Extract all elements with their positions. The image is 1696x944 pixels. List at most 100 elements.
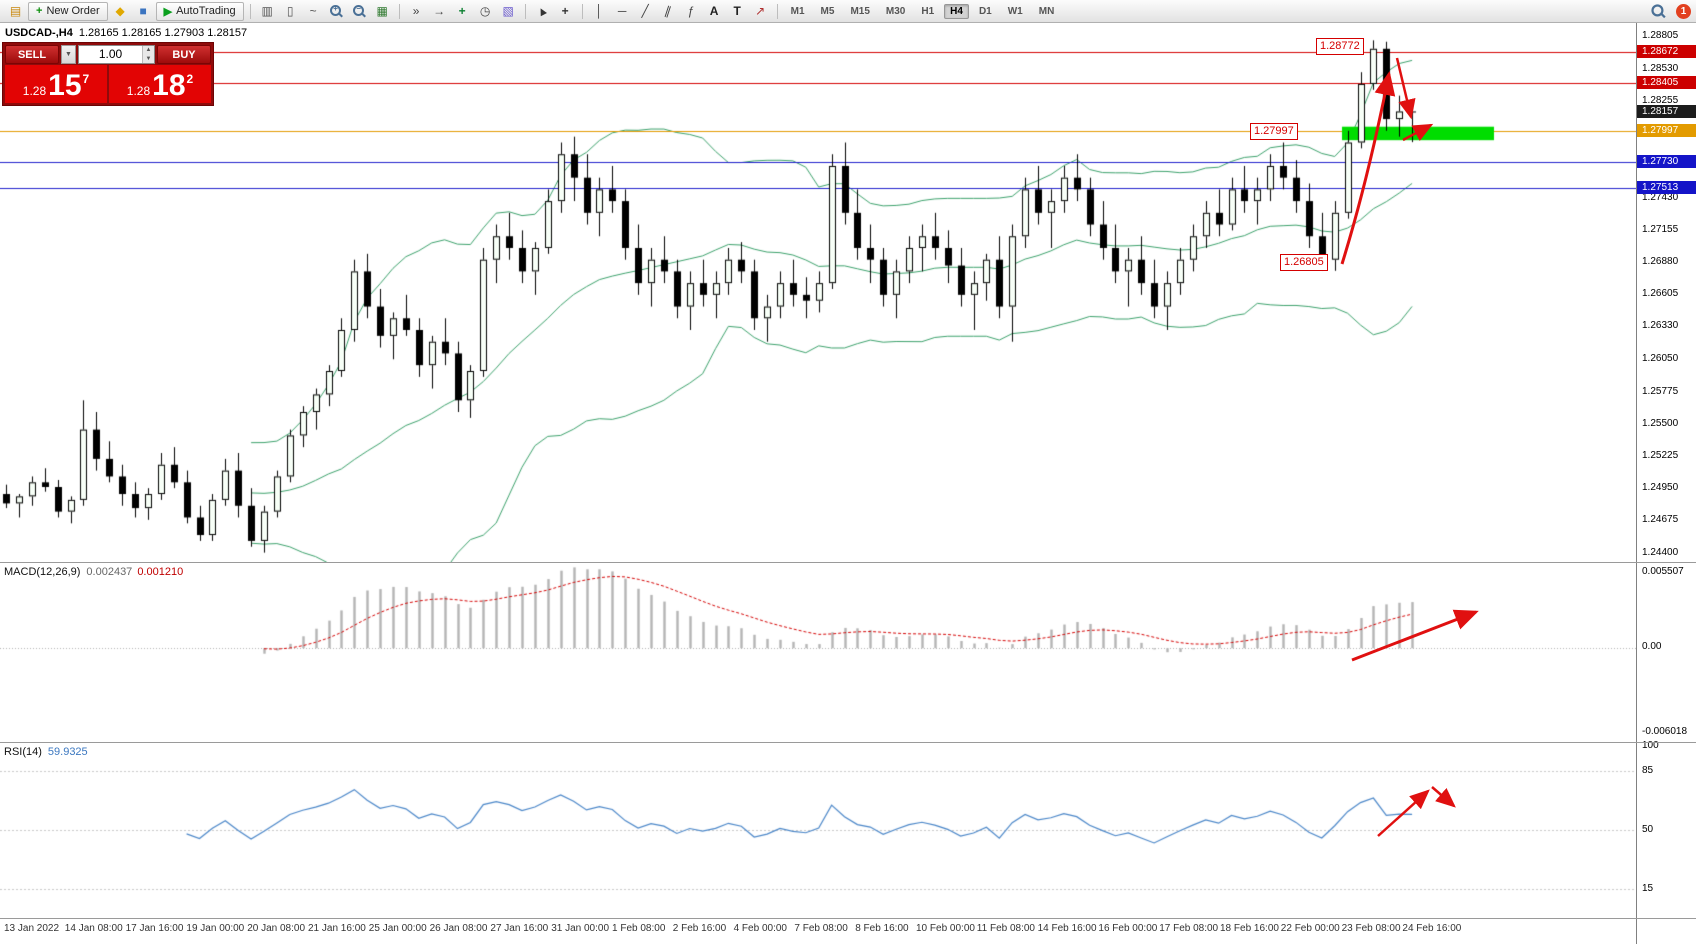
- volume-dropdown-button[interactable]: ▼: [61, 45, 76, 64]
- scale-tick: 0.005507: [1642, 566, 1684, 577]
- chart-icon[interactable]: ▤: [9, 4, 22, 18]
- price-badge: 1.28672: [1637, 45, 1696, 59]
- scale-tick: 1.25775: [1642, 385, 1679, 397]
- auto-scroll-icon[interactable]: »: [412, 4, 420, 18]
- time-label: 19 Jan 00:00: [186, 923, 245, 934]
- macd-indicator-canvas[interactable]: [0, 562, 1636, 742]
- scale-tick: 50: [1642, 824, 1654, 835]
- new-order-button[interactable]: + New Order: [28, 1, 108, 21]
- vertical-line-icon[interactable]: │: [595, 4, 603, 18]
- panel-separator[interactable]: [0, 562, 1696, 563]
- metaeditor-icon[interactable]: ◆: [115, 4, 125, 18]
- sell-button[interactable]: SELL: [5, 45, 59, 64]
- bid-price[interactable]: 1.28 15 7: [5, 65, 107, 103]
- buy-button[interactable]: BUY: [157, 45, 211, 64]
- chart-title: USDCAD-,H4 1.28165 1.28165 1.27903 1.2815…: [5, 27, 247, 39]
- main-chart-canvas[interactable]: [0, 23, 1636, 562]
- cursor-icon[interactable]: ▲: [533, 2, 551, 20]
- time-label: 14 Feb 16:00: [1037, 923, 1097, 934]
- price-annotation-label[interactable]: 1.27997: [1250, 123, 1298, 140]
- timeframe-m1[interactable]: M1: [790, 5, 805, 17]
- search-icon[interactable]: [1647, 1, 1668, 21]
- ask-price[interactable]: 1.28 18 2: [109, 65, 211, 103]
- terminal-icon[interactable]: ■: [139, 4, 147, 18]
- time-label: 27 Jan 16:00: [490, 923, 549, 934]
- time-label: 18 Feb 16:00: [1220, 923, 1279, 934]
- timeframe-m15[interactable]: M15: [850, 5, 870, 17]
- toolbar-separator: [524, 3, 526, 19]
- zoom-out-icon[interactable]: −: [349, 1, 370, 21]
- channel-icon[interactable]: ∥: [663, 3, 674, 19]
- time-label: 21 Jan 16:00: [308, 923, 366, 934]
- volume-input[interactable]: 1.00: [98, 47, 123, 61]
- periods-icon[interactable]: ◷: [479, 4, 491, 18]
- ask-big-digits: 18: [152, 69, 186, 102]
- toolbar-right: 1: [1647, 1, 1691, 21]
- new-order-icon: +: [36, 5, 43, 17]
- autotrading-icon: ▶: [163, 5, 173, 18]
- line-chart-icon[interactable]: ~: [309, 4, 317, 18]
- time-label: 23 Feb 08:00: [1341, 923, 1401, 934]
- text-icon[interactable]: A: [709, 4, 719, 18]
- horizontal-line-icon[interactable]: ─: [617, 4, 627, 18]
- autotrading-button[interactable]: ▶ AutoTrading: [155, 1, 244, 21]
- fibonacci-icon[interactable]: ƒ: [687, 4, 695, 18]
- notification-badge[interactable]: 1: [1676, 3, 1691, 19]
- price-annotation-label[interactable]: 1.28772: [1316, 38, 1364, 55]
- scale-tick: 1.28255: [1642, 94, 1679, 106]
- price-annotation-label[interactable]: 1.26805: [1280, 254, 1328, 271]
- timeframe-mn[interactable]: MN: [1038, 5, 1055, 17]
- price-scale[interactable]: 1.28805 1.28530 1.28255 1.27430 1.27155 1.268…: [1636, 23, 1696, 944]
- time-label: 7 Feb 08:00: [794, 923, 848, 934]
- rsi-indicator-canvas[interactable]: [0, 742, 1636, 918]
- time-axis[interactable]: 13 Jan 2022 14 Jan 08:00 17 Jan 16:00 19 Ja…: [0, 919, 1636, 944]
- volume-down-icon[interactable]: ▼: [143, 54, 154, 63]
- crosshair-icon[interactable]: +: [561, 4, 569, 18]
- volume-stepper: ▲ ▼: [142, 46, 154, 63]
- timeframe-d1[interactable]: D1: [978, 5, 992, 17]
- symbol-period-label: USDCAD-,H4: [5, 27, 73, 39]
- price-badge: 1.27730: [1637, 155, 1696, 169]
- chart-shift-icon[interactable]: →: [433, 4, 446, 18]
- time-label: 25 Jan 00:00: [368, 923, 427, 934]
- zoom-in-icon[interactable]: +: [326, 1, 347, 21]
- toolbar-separator: [581, 3, 583, 19]
- one-click-trading-panel: SELL ▼ 1.00 ▲ ▼ BUY 1.28 15 7 1.28 18 2: [2, 42, 214, 106]
- ask-prefix: 1.28: [126, 84, 151, 98]
- time-label: 24 Feb 16:00: [1402, 923, 1462, 934]
- time-label: 13 Jan 2022: [4, 923, 60, 934]
- bid-big-digits: 15: [48, 69, 82, 102]
- templates-icon[interactable]: ▧: [502, 4, 514, 18]
- time-label: 20 Jan 08:00: [247, 923, 306, 934]
- scale-tick: 1.27155: [1642, 223, 1679, 235]
- scale-tick: 85: [1642, 765, 1654, 777]
- candlestick-chart-icon[interactable]: ▯: [286, 4, 294, 18]
- indicators-icon[interactable]: +: [458, 4, 466, 18]
- volume-up-icon[interactable]: ▲: [143, 46, 154, 55]
- scale-tick: 100: [1642, 740, 1659, 751]
- arrow-objects-icon[interactable]: ↗: [755, 4, 766, 18]
- price-badge: 1.28405: [1637, 76, 1696, 90]
- time-label: 14 Jan 08:00: [64, 923, 123, 934]
- time-label: 26 Jan 08:00: [429, 923, 488, 934]
- trendline-icon[interactable]: ╱: [641, 4, 649, 18]
- bar-chart-icon[interactable]: ▥: [261, 4, 273, 18]
- timeframe-h1[interactable]: H1: [921, 5, 935, 17]
- rsi-value: 59.9325: [47, 746, 88, 758]
- text-label-icon[interactable]: T: [733, 4, 741, 18]
- panel-separator[interactable]: [0, 742, 1696, 743]
- scale-tick: 1.24950: [1642, 482, 1679, 494]
- timeframe-w1[interactable]: W1: [1007, 5, 1023, 17]
- price-badge: 1.27997: [1637, 124, 1696, 138]
- time-label: 2 Feb 16:00: [672, 923, 727, 934]
- toolbar-buttons: ▤ + New Order ◆ ■ ▶ AutoTrading ▥ ▯ ~ + − ▦» → + ◷ ▧ ▲ + │ ─…: [5, 1, 1061, 21]
- panel-separator: [0, 918, 1696, 919]
- macd-signal-value: 0.001210: [137, 566, 184, 578]
- ohlc-values: 1.28165 1.28165 1.27903 1.28157: [78, 27, 248, 39]
- scale-tick: 1.28805: [1642, 30, 1679, 42]
- timeframe-m5[interactable]: M5: [820, 5, 835, 17]
- timeframe-h4[interactable]: H4: [944, 3, 969, 19]
- timeframe-m30[interactable]: M30: [885, 5, 906, 17]
- tile-windows-icon[interactable]: ▦: [376, 4, 388, 18]
- time-label: 31 Jan 00:00: [551, 923, 610, 934]
